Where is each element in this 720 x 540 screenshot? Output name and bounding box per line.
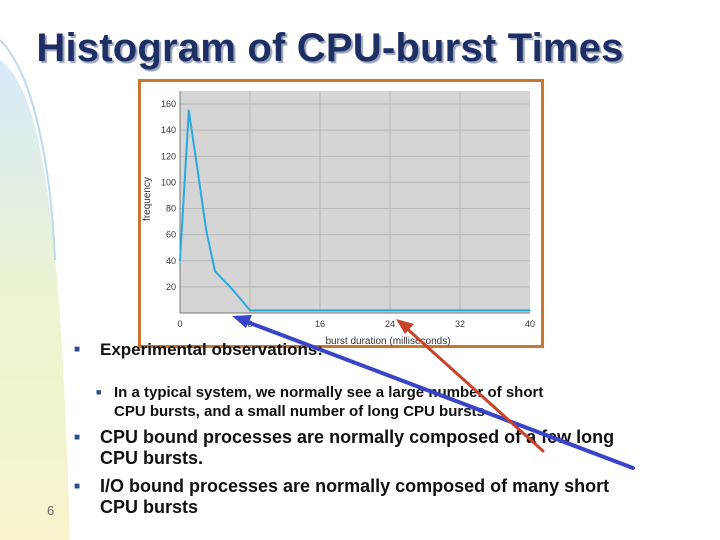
bullet-item: ■ I/O bound processes are normally compos…	[74, 476, 694, 517]
x-tick-label: 8	[247, 319, 252, 329]
bullet-marker-icon: ■	[74, 481, 81, 492]
y-tick-label: 160	[161, 99, 176, 109]
data-point	[240, 299, 243, 301]
plot-background	[180, 91, 530, 313]
y-tick-label: 80	[166, 204, 176, 214]
x-tick-label: 0	[177, 319, 182, 329]
page-number: 6	[47, 503, 55, 518]
data-point	[529, 309, 531, 312]
y-tick-label: 20	[166, 282, 176, 292]
bullet-item: ■ Experimental observations:	[74, 340, 323, 360]
data-point	[187, 109, 190, 112]
x-tick-label: 32	[455, 319, 465, 329]
frequency-series-line	[179, 109, 530, 312]
sub-bullet-line-1: In a typical system, we normally see a l…	[114, 384, 544, 401]
data-point	[222, 279, 225, 282]
y-tick-label: 120	[161, 151, 176, 161]
bullet-marker-icon: ■	[74, 432, 81, 443]
data-point	[196, 168, 199, 171]
x-axis-label: burst duration (milliseconds)	[325, 336, 450, 347]
data-point	[231, 288, 234, 291]
x-tick-label: 24	[385, 319, 395, 329]
slide-title: Histogram of CPU-burst Times	[36, 26, 624, 70]
bullet-marker-icon: ■	[96, 387, 102, 397]
data-point	[179, 259, 181, 262]
bullet-line-1: CPU bound processes are normally compose…	[100, 427, 615, 447]
x-tick-label: 40	[525, 319, 535, 329]
y-axis-label: frequency	[142, 177, 153, 221]
bullet-marker-icon: ■	[74, 344, 81, 355]
data-point	[205, 229, 208, 232]
bullet-item: ■ CPU bound processes are normally compos…	[74, 427, 674, 468]
y-tick-label: 60	[166, 230, 176, 240]
histogram-chart: 20 40 60 80 100 120 140 160 0 8 16 24 32 40 frequency…	[138, 79, 544, 348]
bullet-line-2: CPU bursts.	[100, 448, 204, 468]
data-point	[214, 270, 216, 273]
y-tick-label: 100	[161, 177, 176, 187]
sub-bullet-item: ■ In a typical system, we normally see a…	[96, 383, 674, 421]
y-tick-label: 40	[166, 256, 176, 266]
bullet-line-2: CPU bursts	[100, 497, 199, 517]
bullet-text: Experimental observations:	[100, 340, 323, 359]
data-point	[249, 309, 251, 312]
y-tick-label: 140	[161, 125, 176, 135]
bullet-line-1: I/O bound processes are normally compose…	[100, 476, 610, 496]
sub-bullet-line-2: CPU bursts, and a small number of long C…	[114, 403, 485, 420]
x-tick-label: 16	[315, 319, 325, 329]
